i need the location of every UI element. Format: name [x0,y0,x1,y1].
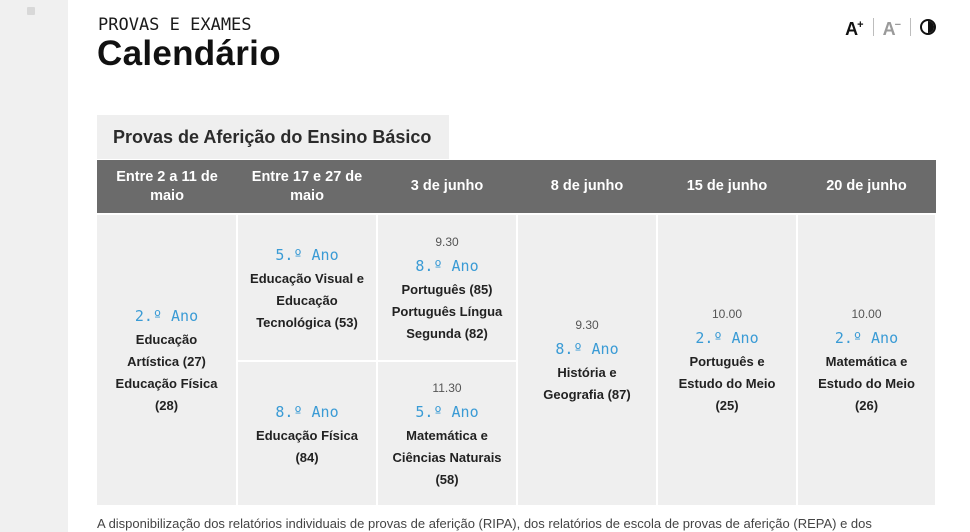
exam-name: Educação Física [115,376,218,391]
grade-label: 8.º Ano [415,256,479,275]
exam-name: Artística (27) [127,354,206,369]
exam-name: Educação [276,292,338,308]
exam-name: Estudo do Meio [818,376,915,391]
grade-label: 2.º Ano [834,329,899,347]
exam-cell: 10.00 2.º Ano Matemática e Estudo do Mei… [796,213,937,507]
exam-name: História e [557,365,617,380]
grade-label: 8.º Ano [275,402,339,421]
exam-name: Educação Visual e [250,270,364,286]
exam-cell: 11.30 5.º Ano Matemática e Ciências Natu… [376,360,518,507]
sidebar-handle[interactable] [27,7,35,15]
exam-time: 11.30 [432,380,462,395]
grade-label: 2.º Ano [134,307,199,325]
table-row: 2.º Ano Educação Artística (27) Educação… [97,213,937,507]
column-header: 8 de junho [517,160,657,214]
exam-cell: 9.30 8.º Ano Português (85) Português Lí… [376,213,518,362]
column-header: 15 de junho [657,160,797,214]
exam-name: Português (85) [401,281,493,297]
exam-code: (28) [154,398,179,413]
exam-time: 9.30 [435,234,459,249]
exam-name: Educação [135,332,198,347]
exam-name: Português Língua [391,303,503,319]
column-header: 20 de junho [797,160,936,214]
toolbar-divider [872,18,874,36]
exam-cell: 2.º Ano Educação Artística (27) Educação… [97,213,238,507]
exam-name: Português e [689,354,765,369]
exam-cell: 9.30 8.º Ano História e Geografia (87) [516,213,658,507]
column-header: Entre 2 a 11 de maio [97,160,237,214]
exam-calendar-table: Entre 2 a 11 de maio Entre 17 e 27 de ma… [97,160,937,507]
grade-label: 5.º Ano [275,245,339,264]
footnote-text: A disponibilização dos relatórios indivi… [97,516,872,531]
exam-code: (58) [435,471,459,487]
exam-code: (26) [854,398,879,413]
exam-name: Ciências Naturais [392,449,502,465]
exam-cell: 8.º Ano Educação Física (84) [236,360,378,507]
exam-time: 9.30 [575,318,599,332]
exam-name: Tecnológica (53) [256,314,358,330]
exam-code: (25) [715,398,739,413]
exam-code: (84) [295,449,319,465]
column-header: Entre 17 e 27 de maio [237,160,377,214]
exam-cell: 5.º Ano Educação Visual e Educação Tecno… [236,213,378,362]
grade-label: 5.º Ano [415,402,479,421]
grade-label: 2.º Ano [695,329,759,347]
exam-time: 10.00 [851,307,882,321]
grade-label: 8.º Ano [555,340,619,358]
exam-name: Segunda (82) [406,325,488,341]
font-increase-icon[interactable]: A+ [845,19,864,39]
toolbar-divider [910,18,911,36]
font-decrease-icon[interactable]: A− [882,19,901,39]
column-header: 3 de junho [377,160,517,214]
exam-cell: 10.00 2.º Ano Português e Estudo do Meio… [656,213,798,507]
accessibility-toolbar: A+ A− [836,14,936,40]
exam-name: Matemática e [406,427,488,443]
exam-name: Educação Física [256,427,358,443]
exam-name: Geografia (87) [543,387,631,402]
content-page: PROVAS E EXAMES Calendário A+ A− Provas … [68,0,970,532]
left-sidebar-strip [0,0,68,532]
table-row: 8.º Ano Educação Física (84) 11.30 5.º A… [97,360,936,507]
section-title: Provas de Aferição do Ensino Básico [97,115,449,159]
page-title: Calendário [97,34,281,73]
exam-name: Estudo do Meio [678,376,776,391]
exam-name: Matemática e [825,354,908,369]
exam-time: 10.00 [711,307,743,321]
section-eyebrow: PROVAS E EXAMES [98,15,252,35]
table-header-row: Entre 2 a 11 de maio Entre 17 e 27 de ma… [97,160,936,214]
contrast-icon[interactable] [920,19,936,35]
